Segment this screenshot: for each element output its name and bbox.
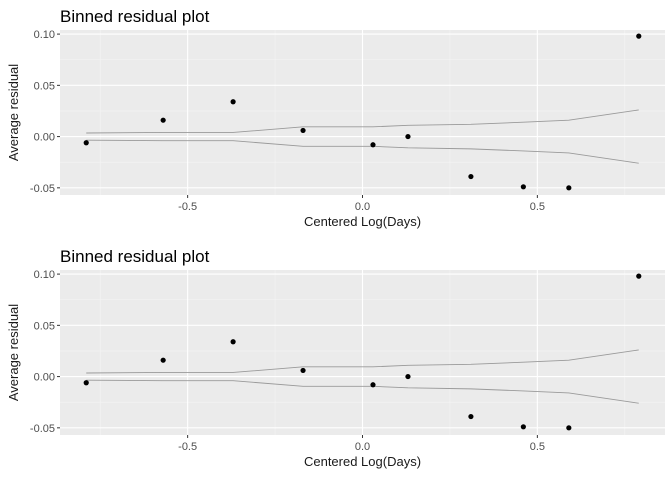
x-tick-label: -0.5 — [178, 441, 197, 453]
data-point — [520, 184, 526, 190]
y-axis-label: Average residual — [6, 304, 21, 401]
y-tick-label: 0.10 — [34, 269, 55, 281]
chart-title: Binned residual plot — [60, 7, 210, 26]
y-tick-label: -0.05 — [30, 183, 55, 195]
y-axis-label: Average residual — [6, 64, 21, 161]
data-point — [566, 185, 572, 191]
y-tick-label: 0.00 — [34, 132, 55, 144]
y-tick-label: 0.05 — [34, 320, 55, 332]
upper-bound-line — [86, 109, 639, 134]
data-point — [468, 173, 474, 180]
x-axis-label: Centered Log(Days) — [304, 214, 421, 229]
x-tick-label: 0.5 — [530, 441, 545, 453]
y-tick-label: -0.05 — [30, 423, 55, 435]
chart-panel-2: Binned residual plot -0.5 0.0 0.5 -0.05 0.00 0… — [6, 247, 665, 469]
data-point — [636, 273, 642, 279]
data-point — [636, 33, 642, 39]
y-tick-label: 0.10 — [34, 29, 55, 41]
data-point — [230, 99, 236, 105]
data-point — [230, 339, 236, 345]
data-point — [468, 413, 474, 420]
x-tick-label: 0.0 — [355, 201, 370, 213]
x-tick-label: -0.5 — [178, 201, 197, 213]
x-axis-label: Centered Log(Days) — [304, 454, 421, 469]
chart-title: Binned residual plot — [60, 247, 210, 266]
data-point — [83, 380, 89, 386]
x-tick-label: 0.0 — [355, 441, 370, 453]
data-point — [520, 424, 526, 430]
data-point — [370, 142, 376, 148]
lower-bound-line — [86, 139, 639, 164]
lower-bound-line — [86, 379, 639, 404]
data-point — [405, 373, 411, 380]
data-point — [160, 117, 166, 123]
upper-bound-line — [86, 349, 639, 374]
data-point — [83, 140, 89, 146]
data-point — [405, 133, 411, 140]
data-point — [300, 127, 306, 134]
data-point — [566, 425, 572, 431]
y-tick-label: 0.05 — [34, 80, 55, 92]
data-point — [300, 367, 306, 374]
data-point — [160, 357, 166, 363]
data-point — [370, 382, 376, 388]
x-tick-label: 0.5 — [530, 201, 545, 213]
y-tick-label: 0.00 — [34, 372, 55, 384]
chart-panel-1: Binned residual plot -0.5 0.0 0.5 -0.05 0.00 0… — [6, 7, 665, 229]
